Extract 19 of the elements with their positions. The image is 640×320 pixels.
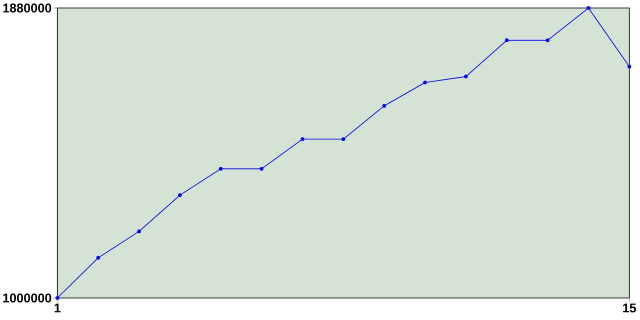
point	[382, 104, 386, 108]
point	[218, 166, 223, 171]
point	[260, 166, 264, 171]
point	[504, 38, 509, 42]
point	[55, 296, 60, 300]
x-tick-label: 1	[54, 304, 61, 312]
point	[96, 256, 100, 260]
point	[341, 137, 346, 142]
point	[464, 74, 468, 78]
point	[137, 230, 141, 234]
x-tick-label: 15	[623, 304, 636, 312]
point	[586, 6, 590, 10]
point	[300, 137, 304, 142]
point	[178, 193, 182, 198]
y-tick-label: 1880000	[3, 4, 52, 12]
point	[423, 80, 427, 84]
point	[627, 64, 632, 69]
y-tick-label: 1000000	[3, 294, 52, 302]
point	[546, 38, 550, 42]
